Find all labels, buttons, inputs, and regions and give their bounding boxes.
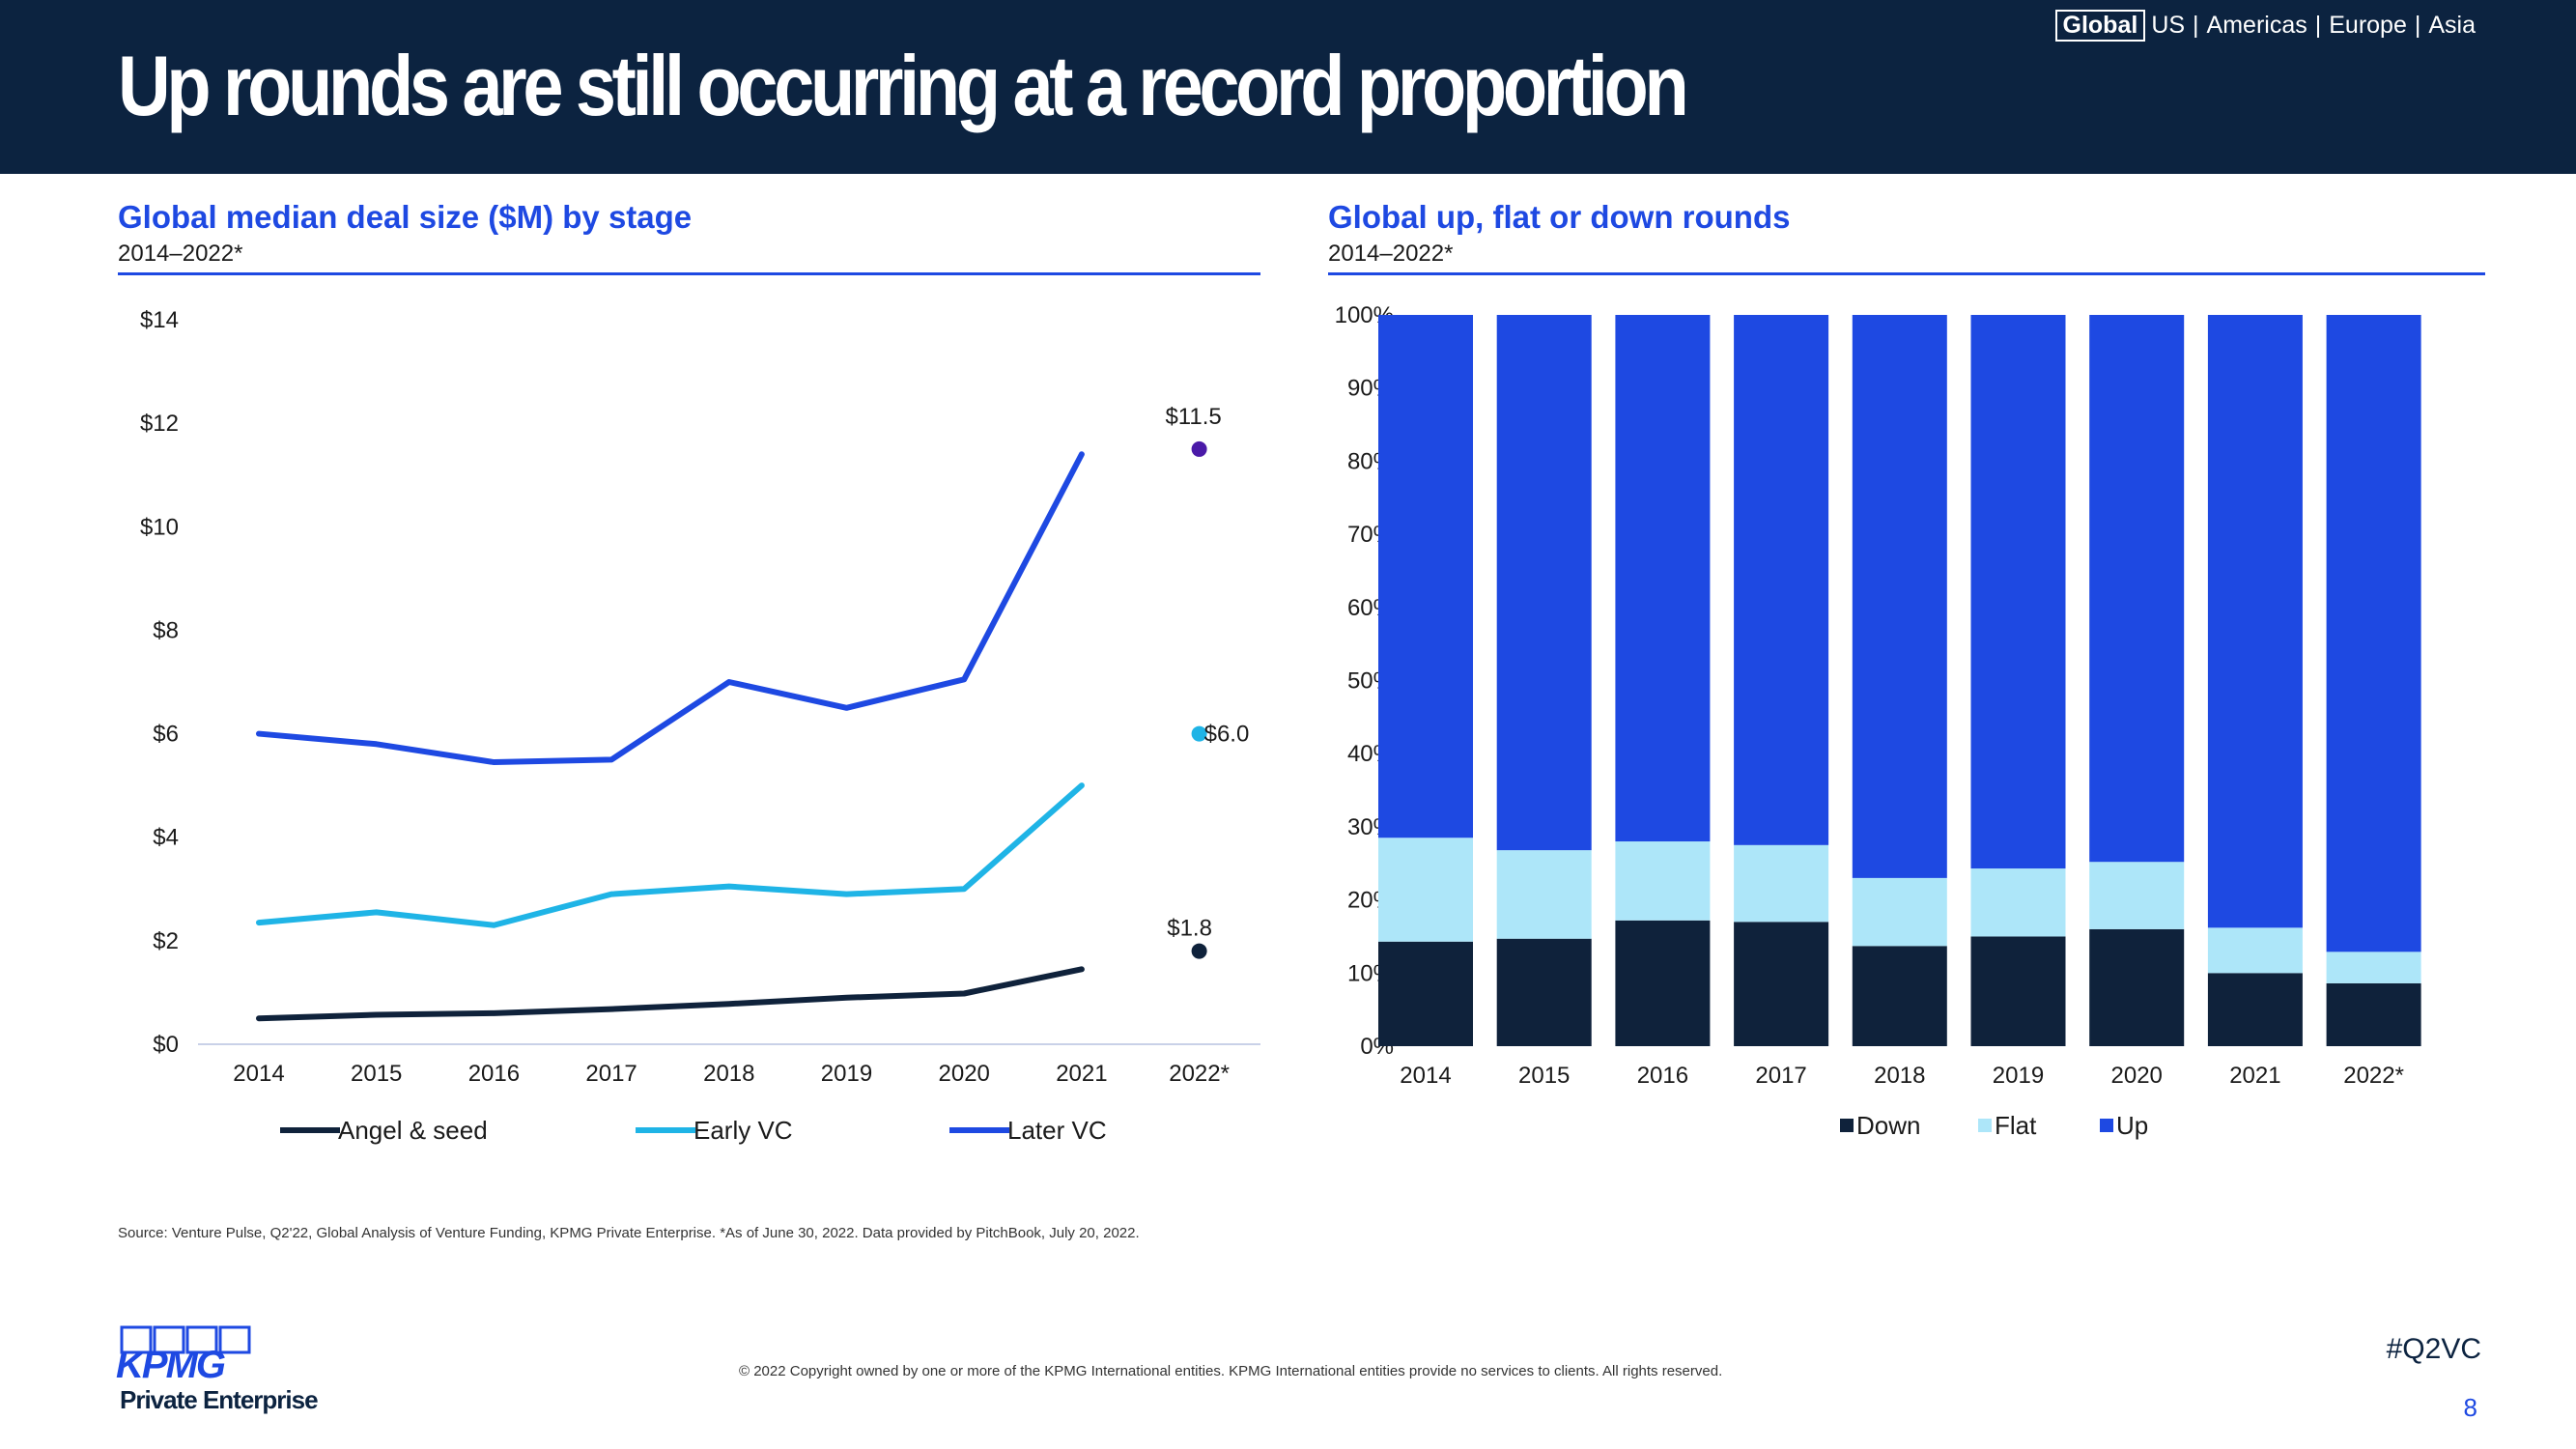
y-tick-label: $14 xyxy=(140,307,179,333)
region-europe[interactable]: Europe xyxy=(2329,12,2407,39)
x-tick-label: 2020 xyxy=(939,1061,990,1087)
bar-segment xyxy=(1615,920,1711,1046)
bar-segment xyxy=(1852,315,1947,878)
bar-segment xyxy=(1852,877,1947,947)
data-point-2022 xyxy=(1191,725,1207,742)
x-tick-label: 2018 xyxy=(703,1061,754,1087)
legend-swatch xyxy=(2100,1119,2113,1132)
data-point-2022 xyxy=(1191,943,1207,959)
bar-segment xyxy=(1970,315,2066,869)
separator: | xyxy=(2314,12,2322,39)
hashtag[interactable]: #Q2VC xyxy=(2386,1333,2481,1365)
x-tick-label: 2015 xyxy=(1518,1063,1570,1089)
bar-segment xyxy=(2326,315,2421,952)
legend-swatch xyxy=(1840,1119,1854,1132)
y-tick-label: $0 xyxy=(153,1032,179,1058)
x-tick-label: 2019 xyxy=(821,1061,872,1087)
legend-label: Later VC xyxy=(1007,1116,1107,1145)
bar-segment xyxy=(1970,936,2066,1046)
header-banner: Up rounds are still occurring at a recor… xyxy=(0,0,2576,174)
y-tick-label: $4 xyxy=(153,825,179,851)
bar-segment xyxy=(1970,868,2066,937)
right-chart-subtitle: 2014–2022* xyxy=(1328,241,1454,267)
right-chart-title: Global up, flat or down rounds xyxy=(1328,199,1791,235)
region-asia[interactable]: Asia xyxy=(2428,12,2476,39)
bar-segment xyxy=(2207,927,2303,974)
x-tick-label: 2016 xyxy=(468,1061,520,1087)
left-chart-subtitle: 2014–2022* xyxy=(118,241,243,267)
left-title-rule xyxy=(118,272,1260,275)
legend-label: Flat xyxy=(1995,1111,2037,1140)
bar-segment xyxy=(2207,973,2303,1046)
x-tick-label: 2021 xyxy=(2229,1063,2280,1089)
legend-swatch xyxy=(1978,1119,1992,1132)
y-tick-label: $12 xyxy=(140,411,179,437)
x-tick-label: 2022* xyxy=(2343,1063,2404,1089)
bar-segment xyxy=(2089,862,2185,929)
x-tick-label: 2021 xyxy=(1056,1061,1107,1087)
bar-segment xyxy=(1615,315,1711,842)
separator: | xyxy=(2193,12,2199,39)
page-number: 8 xyxy=(2463,1393,2477,1422)
y-tick-label: $2 xyxy=(153,928,179,954)
source-note: Source: Venture Pulse, Q2'22, Global Ana… xyxy=(118,1225,1140,1241)
x-tick-label: 2016 xyxy=(1637,1063,1688,1089)
bar-segment xyxy=(2089,315,2185,863)
x-tick-label: 2017 xyxy=(585,1061,637,1087)
series-line xyxy=(256,451,1085,766)
copyright-note: © 2022 Copyright owned by one or more of… xyxy=(739,1363,1723,1379)
bar-segment xyxy=(1734,922,1829,1046)
bar-segment xyxy=(2089,928,2185,1046)
bar-segment xyxy=(1378,315,1473,838)
x-tick-label: 2017 xyxy=(1755,1063,1806,1089)
series-line xyxy=(256,782,1085,928)
bar-segment xyxy=(2207,315,2303,928)
region-nav: Global US | Americas | Europe | Asia xyxy=(2054,10,2476,42)
x-tick-label: 2015 xyxy=(351,1061,402,1087)
separator: | xyxy=(2414,12,2421,39)
bar-segment xyxy=(1378,941,1473,1046)
svg-text:KPMG: KPMG xyxy=(116,1344,225,1383)
legend-label: Down xyxy=(1856,1111,1920,1140)
logo-subtitle: Private Enterprise xyxy=(120,1385,319,1414)
bar-segment xyxy=(2326,952,2421,983)
series-line xyxy=(256,966,1085,1022)
x-tick-label: 2018 xyxy=(1874,1063,1925,1089)
kpmg-logo: KPMG xyxy=(116,1325,251,1383)
x-tick-label: 2020 xyxy=(2111,1063,2163,1089)
legend-label: Angel & seed xyxy=(338,1116,488,1145)
bar-segment xyxy=(1496,850,1592,939)
x-tick-label: 2014 xyxy=(1400,1063,1451,1089)
legend-label: Early VC xyxy=(694,1116,793,1145)
data-label-2022: $6.0 xyxy=(1204,722,1250,748)
x-tick-label: 2019 xyxy=(1993,1063,2044,1089)
bar-segment xyxy=(1378,838,1473,942)
page-title: Up rounds are still occurring at a recor… xyxy=(118,38,1689,133)
region-global[interactable]: Global xyxy=(2054,10,2146,42)
data-label-2022: $1.8 xyxy=(1167,916,1212,942)
bar-segment xyxy=(1615,841,1711,921)
bar-segment xyxy=(1734,844,1829,923)
y-tick-label: $10 xyxy=(140,514,179,540)
data-label-2022: $11.5 xyxy=(1165,404,1221,430)
bar-segment xyxy=(1734,315,1829,845)
right-title-rule xyxy=(1328,272,2485,275)
legend-label: Up xyxy=(2116,1111,2148,1140)
x-tick-label: 2014 xyxy=(233,1061,284,1087)
left-chart-title: Global median deal size ($M) by stage xyxy=(118,199,693,235)
data-point-2022 xyxy=(1191,440,1207,457)
bar-segment xyxy=(1496,938,1592,1046)
y-tick-label: $8 xyxy=(153,617,179,643)
bar-segment xyxy=(1852,946,1947,1046)
region-us[interactable]: US xyxy=(2151,12,2186,39)
y-tick-label: $6 xyxy=(153,722,179,748)
x-tick-label: 2022* xyxy=(1169,1061,1230,1087)
region-americas[interactable]: Americas xyxy=(2206,12,2307,39)
bar-segment xyxy=(1496,315,1592,851)
bar-segment xyxy=(2326,982,2421,1046)
